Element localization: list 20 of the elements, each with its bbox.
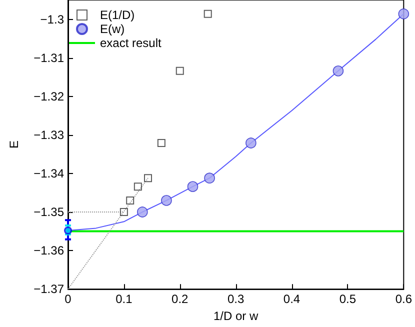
y-tick-label: −1.36 [34,244,64,258]
legend-label: exact result [100,36,162,50]
x-tick-label: 0.1 [116,292,133,306]
x-tick-label: 0.5 [339,292,356,306]
x-tick-label: 0 [64,292,72,306]
y-tick-label: −1.31 [34,50,64,65]
y-tick-label: −1.34 [34,166,64,180]
y-tick-label: −1.37 [34,282,64,296]
x-tick-label: 0.4 [283,292,300,306]
x-tick-label: 0.2 [172,292,189,306]
x-axis-title: 1/D or w [213,309,258,323]
y-tick-label: −1.35 [34,205,64,220]
legend-label: E(w) [100,22,125,36]
x-tick-label: 0.6 [395,292,412,306]
x-tick-label: 0.3 [227,292,244,306]
legend-label: E(1/D) [100,8,135,22]
y-axis-title: E [7,140,21,149]
y-tick-label: −1.32 [34,89,64,104]
y-tick-label: −1.3 [40,12,64,26]
y-tick-label: −1.33 [34,128,64,142]
